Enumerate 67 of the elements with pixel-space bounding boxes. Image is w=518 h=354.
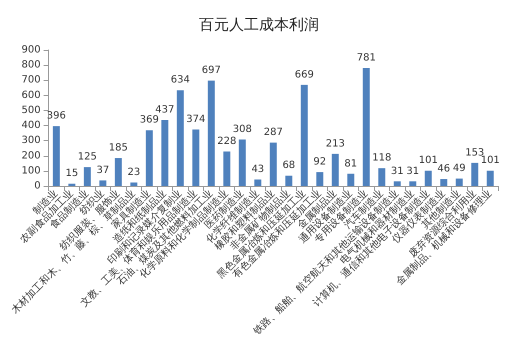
data-label: 68 <box>282 160 296 172</box>
data-label: 37 <box>96 164 110 176</box>
data-label: 46 <box>437 164 450 175</box>
data-label: 697 <box>202 65 221 76</box>
bar <box>300 84 308 186</box>
bar <box>254 180 262 186</box>
data-label: 374 <box>186 114 206 125</box>
data-label: 101 <box>480 155 500 166</box>
data-label: 118 <box>372 152 392 164</box>
bar <box>347 174 354 186</box>
data-label: 781 <box>356 52 376 64</box>
bar <box>285 176 292 186</box>
bar <box>270 142 277 186</box>
data-label: 23 <box>127 167 140 178</box>
bar <box>176 90 184 186</box>
bar <box>192 129 200 186</box>
bar <box>409 181 416 186</box>
data-label: 101 <box>418 155 438 166</box>
bar <box>238 139 246 186</box>
bar <box>378 168 386 186</box>
bar <box>394 181 401 186</box>
bar <box>223 152 230 186</box>
data-label: 43 <box>251 164 264 175</box>
bar <box>332 154 339 186</box>
data-label: 31 <box>390 166 404 177</box>
bar <box>456 178 463 186</box>
bar <box>440 179 448 186</box>
data-label: 669 <box>294 69 314 80</box>
bar <box>161 120 168 186</box>
data-label: 228 <box>217 136 236 148</box>
bar <box>486 170 494 186</box>
y-tick-label: 900 <box>22 44 41 56</box>
y-tick-label: 200 <box>22 150 41 162</box>
data-label: 634 <box>170 74 190 86</box>
data-label: 287 <box>264 127 283 138</box>
data-label: 308 <box>232 124 252 135</box>
bar <box>208 80 215 186</box>
data-label: 125 <box>78 152 97 163</box>
bar <box>84 167 91 186</box>
y-tick-label: 400 <box>22 120 41 132</box>
bar <box>130 182 138 186</box>
chart-title: 百元人工成本利润 <box>199 16 319 34</box>
bar <box>99 180 106 186</box>
data-label: 437 <box>155 104 174 116</box>
data-label: 92 <box>313 156 326 168</box>
y-tick-label: 700 <box>22 74 41 86</box>
bar <box>471 162 478 186</box>
data-label: 185 <box>108 142 128 154</box>
bar <box>114 158 122 186</box>
y-tick-label: 0 <box>34 180 41 192</box>
data-label: 369 <box>140 114 159 126</box>
y-tick-label: 800 <box>22 60 41 71</box>
data-label: 81 <box>344 158 358 170</box>
bar <box>52 126 60 186</box>
y-tick-label: 500 <box>22 104 41 116</box>
y-tick-label: 100 <box>22 165 41 176</box>
bar <box>316 172 324 186</box>
data-label: 15 <box>65 168 78 180</box>
bar <box>146 130 153 186</box>
data-label: 396 <box>46 110 66 122</box>
data-label: 31 <box>406 166 420 177</box>
y-tick-label: 300 <box>22 135 41 146</box>
y-tick-label: 600 <box>22 90 41 101</box>
data-label: 49 <box>452 163 466 174</box>
data-label: 213 <box>326 138 345 150</box>
bar <box>362 68 370 186</box>
bar <box>424 170 432 186</box>
